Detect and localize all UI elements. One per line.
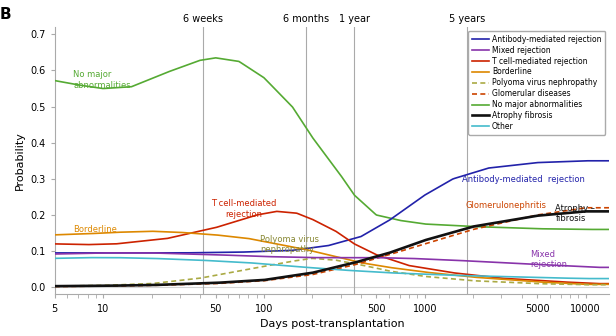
Text: Mixed
rejection: Mixed rejection [530,250,567,269]
Text: 6 weeks: 6 weeks [184,14,224,25]
Text: Borderline: Borderline [73,225,117,234]
Y-axis label: Probability: Probability [15,131,25,190]
Text: T cell-mediated
rejection: T cell-mediated rejection [211,199,277,219]
Text: No major
abnormalities: No major abnormalities [73,71,131,90]
Legend: Antibody-mediated rejection, Mixed rejection, T cell-mediated rejection, Borderl: Antibody-mediated rejection, Mixed rejec… [468,31,606,135]
Text: Antibody-mediated  rejection: Antibody-mediated rejection [462,175,585,184]
Text: Glomerulonephritis: Glomerulonephritis [466,202,547,210]
Text: 6 months: 6 months [283,14,329,25]
Text: B: B [0,7,11,22]
Text: Atrophy –
fibrosis: Atrophy – fibrosis [556,204,596,223]
Text: 5 years: 5 years [448,14,485,25]
X-axis label: Days post-transplantation: Days post-transplantation [259,319,404,329]
Text: 1 year: 1 year [339,14,370,25]
Text: Polyoma virus
nephropathy: Polyoma virus nephropathy [261,235,319,254]
